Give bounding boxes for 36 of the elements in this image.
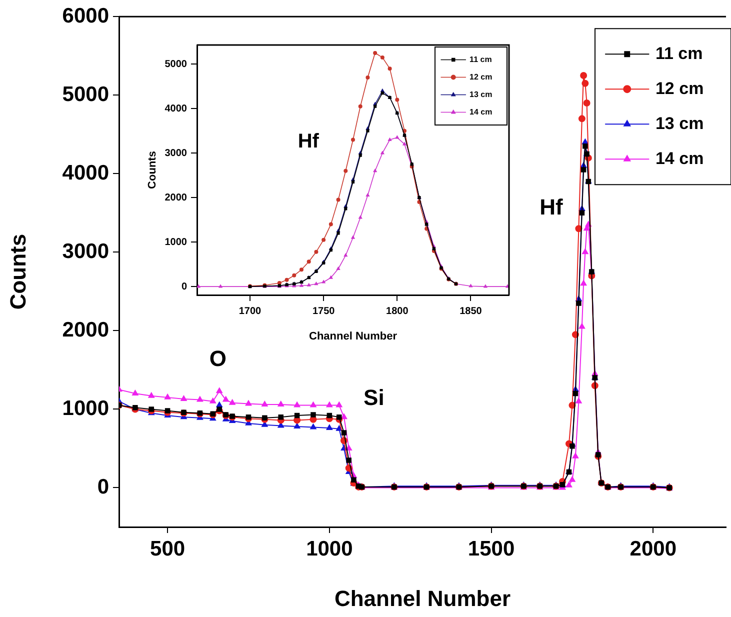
y-tick-label: 2000 [164, 192, 188, 204]
y-tick-label: 5000 [164, 58, 188, 70]
x-tick-label: 500 [150, 537, 186, 560]
y-tick-label: 1000 [62, 397, 109, 420]
legend-label: 13 cm [470, 90, 492, 99]
y-axis-title: Counts [5, 234, 30, 310]
y-tick-label: 0 [97, 476, 109, 499]
annotation: Si [364, 384, 384, 410]
y-tick-label: 6000 [62, 4, 109, 28]
legend-label: 11 cm [655, 44, 703, 63]
y-tick-label: 4000 [62, 161, 109, 184]
y-tick-label: 5000 [62, 82, 109, 106]
x-tick-label: 2000 [630, 537, 677, 560]
y-tick-label: 0 [181, 281, 188, 292]
y-tick-label: 1000 [164, 236, 188, 248]
y-tick-label: 3000 [164, 148, 188, 159]
y-axis-title: Counts [146, 151, 159, 189]
x-tick-label: 1500 [468, 537, 515, 560]
legend-label: 12 cm [470, 72, 492, 82]
annotation: Hf [540, 194, 564, 220]
legend-label: 13 cm [655, 114, 704, 133]
x-axis-title: Channel Number [308, 330, 398, 342]
x-tick-label: 1000 [306, 537, 353, 560]
annotation: O [209, 346, 227, 372]
x-tick-label: 1750 [312, 306, 336, 317]
x-axis-title: Channel Number [334, 586, 511, 611]
y-tick-label: 3000 [62, 240, 109, 263]
x-tick-label: 1850 [460, 306, 482, 317]
annotation: Hf [298, 130, 320, 152]
legend-label: 14 cm [655, 148, 704, 168]
legend-label: 12 cm [655, 78, 704, 98]
legend-label: 11 cm [470, 54, 492, 64]
legend-label: 14 cm [470, 107, 492, 116]
y-tick-label: 4000 [164, 103, 188, 114]
x-tick-label: 1800 [386, 306, 409, 317]
x-tick-label: 1700 [238, 306, 262, 317]
